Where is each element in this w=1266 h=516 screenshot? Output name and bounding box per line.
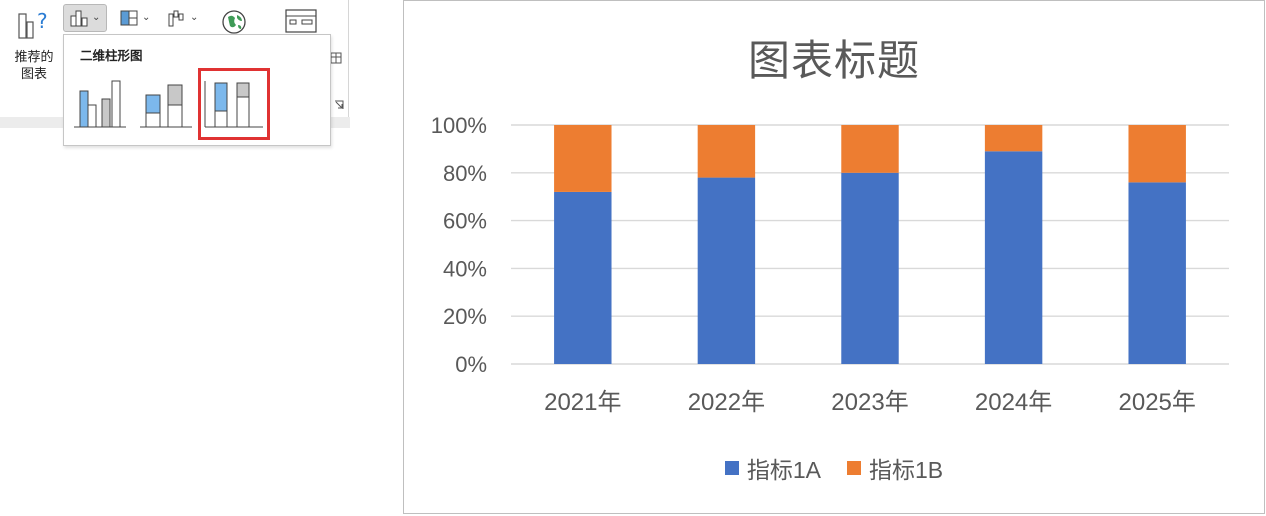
- x-tick-label: 2021年: [544, 389, 621, 416]
- chart-legend[interactable]: 指标1A 指标1B: [404, 451, 1264, 485]
- stacked-column-plot: 0% 20% 40% 60% 80% 100% 2021年 2022年 2023年 2024年 20…: [431, 113, 1229, 416]
- recommended-charts-button[interactable]: ? 推荐的 图表: [6, 4, 62, 114]
- x-tick-label: 2025年: [1119, 389, 1196, 416]
- bar-segment[interactable]: [984, 125, 1043, 152]
- pivot-chart-fragment-icon: [330, 52, 342, 64]
- chart-area[interactable]: 图表标题 0% 20% 40% 60% 80% 100% 2021年 2022年 2023年 20…: [403, 0, 1265, 514]
- y-tick-label: 100%: [431, 113, 487, 138]
- bar-segment[interactable]: [697, 177, 756, 364]
- y-tick-label: 60%: [443, 209, 487, 234]
- stacked-column-option[interactable]: [136, 75, 196, 131]
- bar-segment[interactable]: [554, 191, 612, 364]
- y-tick-label: 40%: [443, 256, 487, 281]
- x-tick-label: 2023年: [831, 389, 908, 416]
- chevron-down-icon: ⌄: [92, 12, 101, 23]
- ribbon-divider: [348, 0, 349, 117]
- x-tick-label: 2024年: [975, 389, 1052, 416]
- dialog-launcher-icon[interactable]: [334, 100, 344, 110]
- bar-segment[interactable]: [841, 125, 899, 173]
- column-chart-icon: [70, 10, 88, 27]
- waterfall-chart-dropdown-button[interactable]: ⌄: [162, 4, 206, 32]
- column-chart-gallery: 二维柱形图: [63, 34, 331, 146]
- bar-segment[interactable]: [1128, 125, 1186, 183]
- legend-label: 指标1A: [746, 457, 821, 483]
- chevron-down-icon: ⌄: [190, 12, 199, 23]
- hierarchy-chart-icon: [120, 10, 138, 26]
- y-tick-label: 80%: [443, 161, 487, 186]
- recommended-charts-label: 推荐的 图表: [14, 49, 54, 81]
- maps-button[interactable]: [218, 6, 254, 36]
- clustered-column-option[interactable]: [70, 75, 130, 131]
- globe-icon: [222, 10, 246, 34]
- column-chart-dropdown-button[interactable]: ⌄: [63, 4, 107, 32]
- percent-stacked-column-option[interactable]: [198, 68, 270, 140]
- y-tick-label: 0%: [455, 352, 487, 377]
- legend-swatch: [724, 461, 739, 475]
- svg-text:?: ?: [37, 9, 48, 33]
- pivot-chart-button[interactable]: [282, 6, 322, 36]
- chart-help-icon: ?: [18, 9, 48, 39]
- legend-item[interactable]: 指标1B: [847, 451, 943, 485]
- legend-label: 指标1B: [869, 457, 944, 483]
- chevron-down-icon: ⌄: [142, 12, 151, 23]
- bar-segment[interactable]: [841, 172, 899, 364]
- gallery-section-title: 二维柱形图: [80, 49, 143, 63]
- bar-segment[interactable]: [984, 151, 1043, 364]
- x-tick-label: 2022年: [688, 389, 765, 416]
- bar-segment[interactable]: [697, 125, 756, 178]
- bar-segment[interactable]: [554, 125, 612, 192]
- legend-swatch: [847, 461, 861, 475]
- percent-stacked-column-icon: [204, 81, 263, 128]
- clustered-column-icon: [74, 80, 126, 128]
- chart-title[interactable]: 图表标题: [747, 37, 920, 84]
- y-tick-label: 20%: [443, 304, 487, 329]
- pivot-chart-icon: [285, 9, 317, 33]
- hierarchy-chart-dropdown-button[interactable]: ⌄: [114, 4, 156, 32]
- waterfall-chart-icon: [168, 10, 184, 27]
- legend-item[interactable]: 指标1A: [724, 451, 821, 485]
- bar-segment[interactable]: [1128, 182, 1186, 364]
- stacked-column-icon: [140, 84, 192, 128]
